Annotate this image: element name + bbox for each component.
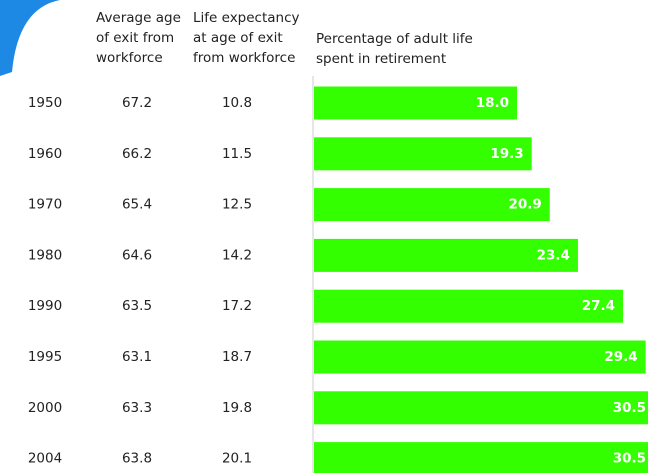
bar [314, 86, 518, 120]
data-label: 27.4 [582, 298, 615, 314]
table-cell: 19.8 [222, 400, 252, 416]
column-header: Average age [96, 10, 181, 26]
column-header: of exit from [96, 30, 174, 46]
row-label: 1980 [28, 247, 62, 263]
table-cell: 66.2 [122, 146, 152, 162]
column-header: workforce [96, 50, 163, 66]
table-cell: 63.5 [122, 298, 152, 314]
data-label: 19.3 [490, 146, 523, 162]
table-cell: 18.7 [222, 349, 252, 365]
table-cell: 20.1 [222, 451, 252, 467]
row-label: 1970 [28, 197, 62, 213]
data-label: 20.9 [508, 197, 541, 213]
table-cell: 11.5 [222, 146, 252, 162]
table-cell: 65.4 [122, 197, 152, 213]
bar [314, 442, 648, 473]
row-label: 2000 [28, 400, 62, 416]
bar [314, 238, 578, 272]
table-cell: 17.2 [222, 298, 252, 314]
data-label: 23.4 [537, 247, 570, 263]
row-label: 1990 [28, 298, 62, 314]
column-header: from workforce [193, 50, 295, 66]
bar [314, 188, 550, 222]
corner-decoration [0, 0, 60, 76]
table-cell: 64.6 [122, 247, 152, 263]
row-label: 1995 [28, 349, 62, 365]
row-label: 1950 [28, 95, 62, 111]
table-cell: 63.3 [122, 400, 152, 416]
table-cell: 10.8 [222, 95, 252, 111]
data-label: 30.5 [613, 451, 646, 467]
bar [314, 340, 646, 374]
column-header: at age of exit [193, 30, 283, 46]
table-cell: 63.8 [122, 451, 152, 467]
bar-header: spent in retirement [316, 51, 446, 67]
data-label: 30.5 [613, 400, 646, 416]
bar [314, 391, 648, 425]
table-cell: 67.2 [122, 95, 152, 111]
table-cell: 12.5 [222, 197, 252, 213]
table-cell: 63.1 [122, 349, 152, 365]
column-header: Life expectancy [193, 10, 300, 26]
data-label: 18.0 [476, 95, 509, 111]
bar [314, 137, 532, 171]
row-label: 2004 [28, 451, 62, 467]
bar [314, 289, 624, 323]
row-label: 1960 [28, 146, 62, 162]
table-cell: 14.2 [222, 247, 252, 263]
data-label: 29.4 [604, 349, 637, 365]
bar-header: Percentage of adult life [316, 31, 473, 47]
